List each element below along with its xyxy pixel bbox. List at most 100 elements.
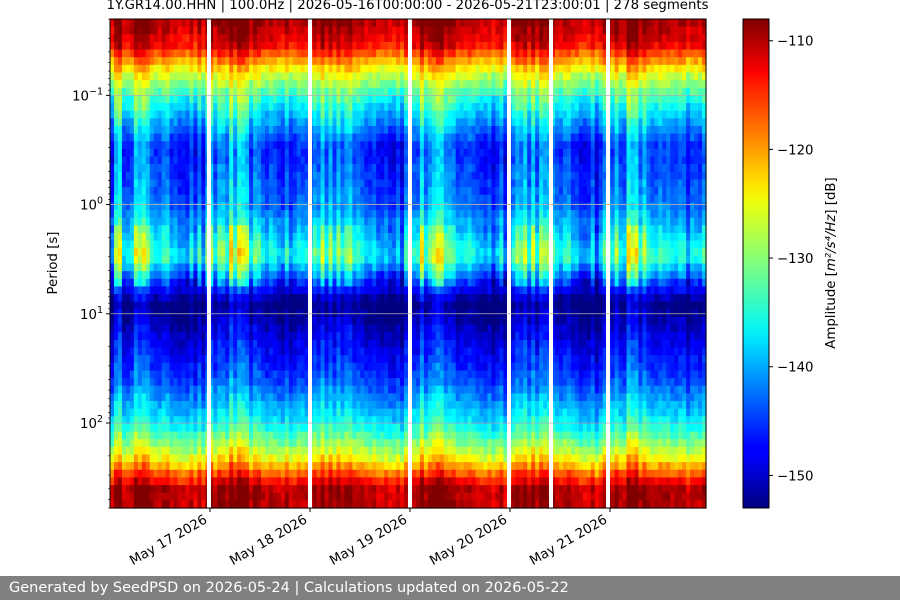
heatmap-cell [698, 255, 703, 265]
heatmap-cell [654, 225, 659, 234]
heatmap-cell [404, 19, 409, 28]
heatmap-cell [411, 263, 417, 272]
heatmap-cell [364, 64, 369, 74]
heatmap-cell [276, 19, 282, 28]
heatmap-cell [694, 34, 699, 43]
heatmap-cell [694, 57, 699, 66]
heatmap-cell [618, 148, 624, 158]
heatmap-cell [129, 41, 135, 51]
heatmap-cell [642, 34, 647, 43]
heatmap-cell [304, 72, 310, 81]
heatmap-cell [161, 194, 167, 203]
heatmap-cell [503, 64, 508, 74]
heatmap-cell [415, 148, 421, 158]
heatmap-cell [316, 164, 322, 173]
heatmap-cell [630, 34, 636, 43]
heatmap-cell [117, 225, 123, 234]
heatmap-cell [598, 202, 604, 211]
heatmap-cell [185, 164, 191, 173]
heatmap-cell [686, 80, 691, 89]
heatmap-cell [241, 240, 246, 249]
heatmap-cell [523, 118, 528, 127]
heatmap-cell [423, 19, 429, 28]
heatmap-cell [125, 57, 131, 66]
heatmap-cell [372, 19, 377, 28]
heatmap-cell [519, 125, 524, 135]
heatmap-cell [499, 110, 504, 119]
heatmap-cell [304, 148, 310, 158]
heatmap-cell [610, 118, 616, 127]
heatmap-cell [185, 103, 191, 112]
heatmap-cell [467, 103, 473, 112]
heatmap-cell [356, 141, 361, 150]
heatmap-cell [276, 103, 282, 112]
heatmap-cell [340, 141, 346, 150]
heatmap-cell [229, 194, 234, 203]
heatmap-cell [439, 225, 445, 234]
heatmap-cell [137, 118, 143, 127]
heatmap-cell [356, 255, 361, 265]
heatmap-cell [284, 248, 290, 257]
heatmap-cell [320, 57, 326, 66]
heatmap-cell [125, 118, 131, 127]
heatmap-cell [491, 125, 497, 135]
heatmap-cell [439, 164, 445, 173]
heatmap-cell [558, 217, 564, 226]
heatmap-cell [404, 164, 409, 173]
heatmap-cell [594, 248, 600, 257]
heatmap-cell [237, 255, 242, 265]
heatmap-cell [630, 225, 636, 234]
heatmap-cell [678, 141, 683, 150]
heatmap-cell [483, 263, 489, 272]
heatmap-cell [344, 133, 349, 142]
heatmap-cell [300, 72, 306, 81]
heatmap-cell [670, 240, 675, 249]
heatmap-cell [280, 217, 286, 226]
heatmap-cell [590, 179, 596, 188]
heatmap-cell [364, 217, 369, 226]
heatmap-cell [666, 248, 671, 257]
heatmap-cell [332, 210, 338, 219]
heatmap-cell [280, 210, 286, 219]
heatmap-cell [662, 125, 667, 135]
heatmap-cell [396, 240, 401, 249]
heatmap-cell [121, 248, 127, 257]
heatmap-cell [555, 202, 560, 211]
heatmap-cell [280, 255, 286, 265]
heatmap-cell [638, 210, 644, 219]
heatmap-cell [161, 263, 167, 272]
heatmap-cell [320, 34, 326, 43]
heatmap-cell [229, 240, 234, 249]
heatmap-cell [344, 187, 349, 196]
heatmap-cell [300, 141, 306, 150]
heatmap-cell [566, 232, 572, 242]
heatmap-cell [157, 64, 163, 74]
heatmap-cell [257, 248, 262, 257]
heatmap-cell [352, 19, 357, 28]
heatmap-cell [439, 148, 445, 158]
heatmap-cell [471, 34, 477, 43]
heatmap-cell [225, 248, 230, 257]
heatmap-cell [364, 95, 369, 104]
heatmap-cell [189, 217, 195, 226]
heatmap-cell [125, 271, 131, 280]
heatmap-cell [427, 263, 433, 272]
heatmap-cell [304, 248, 310, 257]
heatmap-cell [304, 263, 310, 272]
heatmap-cell [523, 225, 528, 234]
heatmap-cell [110, 232, 115, 242]
heatmap-cell [543, 156, 548, 165]
heatmap-cell [582, 263, 588, 272]
heatmap-cell [312, 194, 318, 203]
heatmap-cell [272, 103, 278, 112]
heatmap-cell [260, 263, 266, 272]
heatmap-cell [582, 87, 588, 97]
heatmap-cell [562, 156, 568, 165]
heatmap-cell [590, 187, 596, 196]
heatmap-cell [336, 210, 342, 219]
heatmap-cell [181, 95, 187, 104]
heatmap-cell [384, 141, 389, 150]
heatmap-cell [324, 232, 330, 242]
heatmap-cell [602, 171, 608, 181]
heatmap-cell [197, 34, 202, 43]
